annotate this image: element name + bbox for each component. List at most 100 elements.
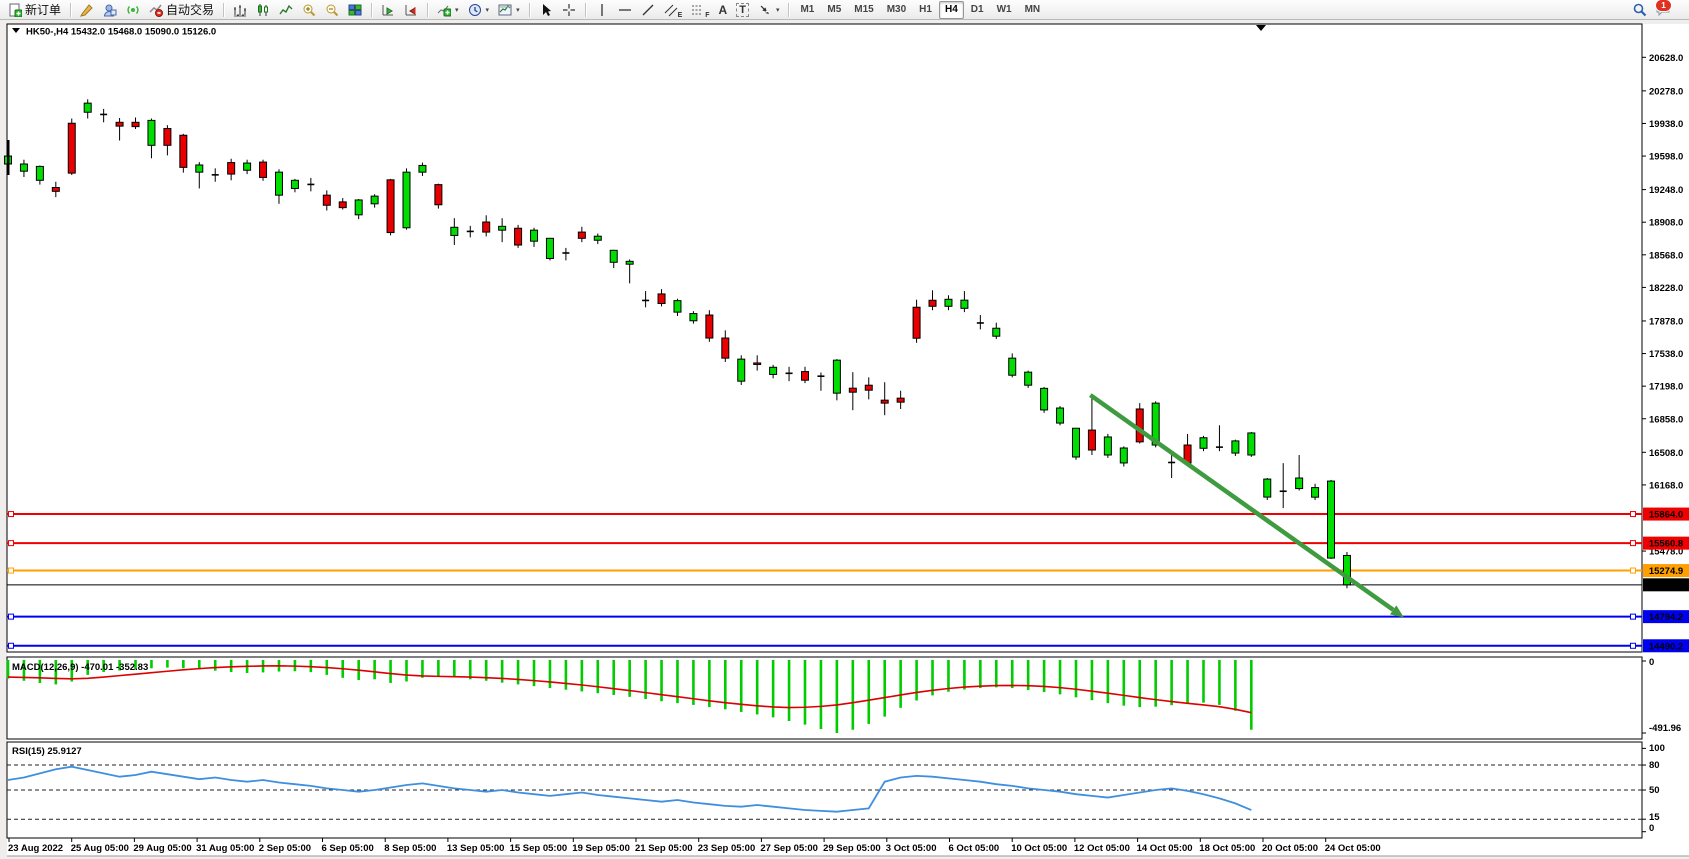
trend-arrow[interactable] <box>1089 393 1395 612</box>
notifications-button[interactable]: 1 <box>1651 0 1675 20</box>
timeframe-button-M30[interactable]: M30 <box>886 4 907 15</box>
timeframe-button-MN[interactable]: MN <box>1024 4 1041 15</box>
candle-body <box>832 359 841 394</box>
channel-icon <box>664 4 677 16</box>
price-tick-label: 18908.0 <box>1649 218 1683 229</box>
level-handle[interactable] <box>1630 613 1636 620</box>
separator <box>528 2 530 17</box>
search-button[interactable] <box>1628 0 1651 20</box>
candle-body <box>243 162 252 171</box>
level-handle[interactable] <box>8 642 14 649</box>
crosshair-button[interactable] <box>558 0 580 20</box>
text-label-icon: T <box>736 2 749 17</box>
candle-body <box>1295 477 1304 490</box>
timeframe-button-H4[interactable]: H4 <box>938 0 964 19</box>
text-button[interactable]: A <box>715 0 732 20</box>
arrows-button[interactable]: ▾ <box>754 0 784 20</box>
timeframe-button-H1[interactable]: H1 <box>919 4 932 15</box>
horizontal-line-button[interactable] <box>614 0 636 20</box>
candle-body <box>1087 429 1096 451</box>
zoom-in-button[interactable] <box>298 0 320 20</box>
periods-button[interactable]: ▾ <box>464 0 494 20</box>
vertical-line-button[interactable] <box>591 0 613 20</box>
level-handle[interactable] <box>1630 511 1636 518</box>
profile-button[interactable] <box>99 0 121 20</box>
time-label: 8 Sep 05:00 <box>384 843 436 854</box>
tile-windows-button[interactable] <box>344 0 366 20</box>
text-label-button[interactable]: T <box>732 0 753 20</box>
fibonacci-button[interactable]: F <box>687 0 713 20</box>
autotrading-button[interactable]: 自动交易 <box>145 0 218 20</box>
chart-shift-button[interactable] <box>400 0 422 20</box>
metaeditor-icon <box>80 3 93 17</box>
price-panel <box>6 23 1643 653</box>
rsi-axis-label: 50 <box>1649 785 1660 796</box>
candle-body <box>737 358 746 382</box>
candle-body <box>1342 554 1351 586</box>
cursor-button[interactable] <box>535 0 557 20</box>
profile-icon <box>104 4 117 16</box>
level-handle[interactable] <box>8 540 14 547</box>
timeframe-button-M5[interactable]: M5 <box>827 4 842 15</box>
price-tick-label: 19598.0 <box>1649 152 1683 163</box>
time-label: 19 Sep 05:00 <box>572 843 630 854</box>
metaeditor-button[interactable] <box>76 0 98 20</box>
channel-button[interactable]: E <box>660 0 687 20</box>
signals-icon <box>127 5 139 14</box>
indicators-button[interactable]: ▾ <box>433 0 463 20</box>
level-handle[interactable] <box>8 567 14 574</box>
timeframe-button-M1[interactable]: M1 <box>800 4 815 15</box>
level-label-box <box>1643 507 1689 521</box>
level-label-15126.0: 15126.0 <box>1649 580 1683 591</box>
chevron-down-icon: ▾ <box>455 6 459 14</box>
trend-arrow-head[interactable] <box>1390 605 1404 618</box>
candle-body <box>1247 432 1256 456</box>
new-order-button[interactable]: 新订单 <box>4 0 65 20</box>
candle-body <box>322 194 331 206</box>
candle-body <box>1008 357 1017 376</box>
level-handle[interactable] <box>1630 642 1636 649</box>
autotrading-label: 自动交易 <box>166 3 215 17</box>
candle-body <box>131 121 140 128</box>
timeframe-button-D1[interactable]: D1 <box>970 4 984 15</box>
level-handle[interactable] <box>1630 540 1636 547</box>
level-label-box <box>1643 564 1689 578</box>
candle-body <box>179 134 188 168</box>
line-chart-button[interactable] <box>275 0 297 20</box>
candle-body <box>1103 436 1112 456</box>
candle-body <box>115 121 124 127</box>
level-handle[interactable] <box>8 613 14 620</box>
separator <box>223 2 225 17</box>
candle-body <box>689 313 698 322</box>
trendline-icon <box>642 4 654 15</box>
symbol-dropdown-icon[interactable] <box>12 28 20 33</box>
signals-button[interactable] <box>122 0 144 20</box>
trendline-button[interactable] <box>637 0 659 20</box>
candle-body <box>434 184 443 206</box>
candle-body <box>848 387 857 393</box>
candle-body <box>960 299 969 309</box>
zoom-out-button[interactable] <box>321 0 343 20</box>
bar-chart-button[interactable] <box>229 0 251 20</box>
time-label: 3 Oct 05:00 <box>886 843 937 854</box>
timeframe-buttons: M1 M5 M15 M30 H1 H4 D1 W1 MN <box>794 0 1046 19</box>
macd-signal-line <box>7 665 1252 714</box>
level-handle[interactable] <box>1630 567 1636 574</box>
timeframe-button-M15[interactable]: M15 <box>854 4 874 15</box>
time-label: 6 Sep 05:00 <box>322 843 374 854</box>
candlestick-chart-button[interactable] <box>252 0 274 20</box>
arrows-icon <box>760 5 769 14</box>
candle-body <box>482 221 491 233</box>
candle-body <box>1151 402 1160 446</box>
cursor-icon <box>542 3 551 16</box>
symbol-title: HK50-,H4 15432.0 15468.0 15090.0 15126.0 <box>26 27 216 38</box>
timeframe-button-W1[interactable]: W1 <box>996 4 1012 15</box>
candle-body <box>67 122 76 174</box>
auto-scroll-button[interactable] <box>377 0 399 20</box>
level-handle[interactable] <box>8 511 14 518</box>
templates-button[interactable]: ▾ <box>494 0 524 20</box>
crosshair-icon <box>562 3 575 16</box>
separator <box>788 2 790 17</box>
time-label: 27 Sep 05:00 <box>760 843 818 854</box>
level-label-box <box>1643 578 1689 592</box>
